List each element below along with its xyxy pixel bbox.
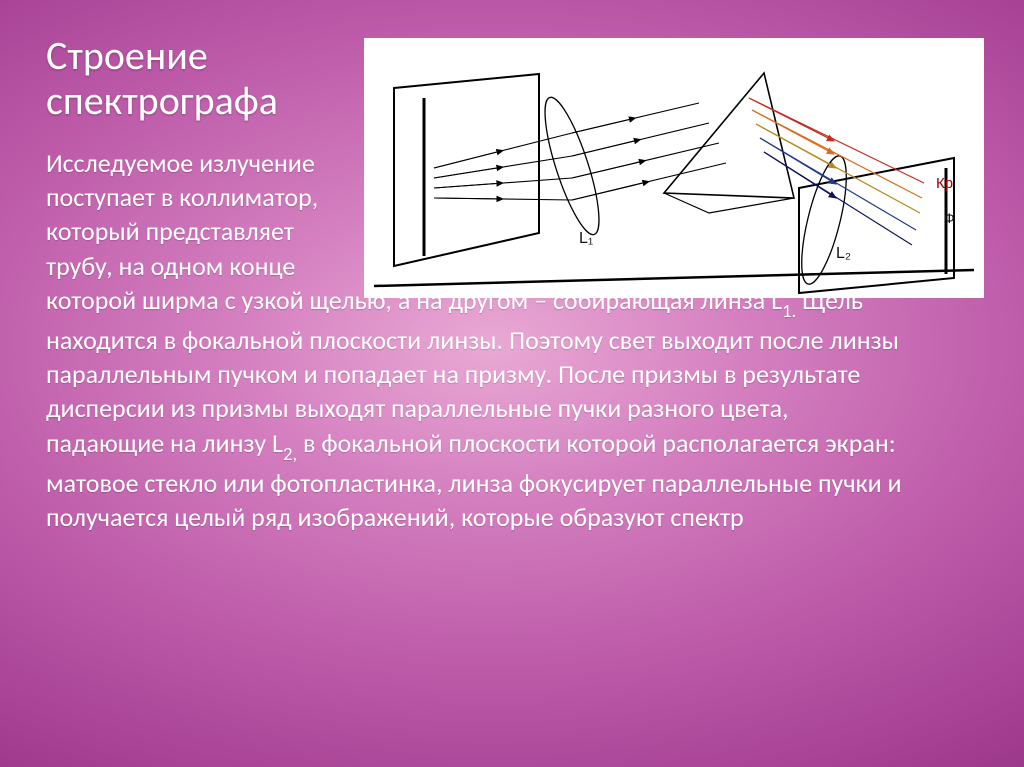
- slide: Строение спектрографа L₁L₂КрФ Исслед: [0, 0, 1024, 767]
- spectrograph-svg: L₁ L₂ Кр Ф: [364, 38, 984, 298]
- para-n1: Исследуемое излучение: [46, 146, 386, 180]
- pf2sub: 2,: [283, 443, 297, 466]
- content-area: L₁ L₂ Кр Ф Исследуемое излучение поступает …: [46, 146, 978, 535]
- spectrograph-figure: L₁ L₂ Кр Ф: [364, 38, 984, 298]
- para-n2: поступает в коллиматор,: [46, 180, 386, 214]
- title-line-1: Строение: [46, 31, 208, 80]
- svg-text:L₁: L₁: [579, 230, 593, 247]
- svg-text:L₂: L₂: [836, 245, 851, 262]
- pf1sub: 1.: [782, 300, 796, 323]
- svg-text:Кр: Кр: [936, 175, 953, 192]
- svg-text:Ф: Ф: [944, 210, 955, 226]
- para-n4: трубу, на одном конце: [46, 249, 386, 283]
- title-line-2: спектрографа: [46, 76, 278, 125]
- pf2a: падающие на линзу L: [46, 427, 283, 459]
- para-full-1: которой ширма с узкой щелью, а на другом…: [46, 283, 978, 426]
- para-n3: который представляет: [46, 214, 386, 248]
- para-full-2: падающие на линзу L2, в фокальной плоско…: [46, 426, 978, 535]
